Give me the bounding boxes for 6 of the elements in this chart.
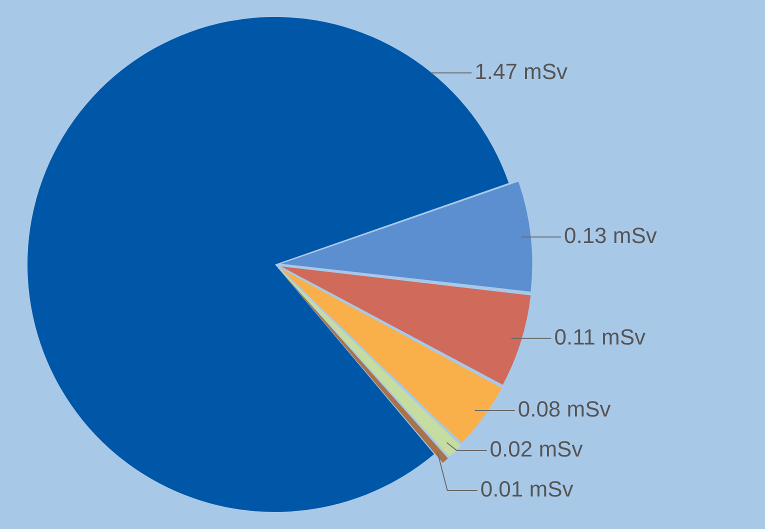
data-label: 0.11 mSv [554,324,646,350]
data-label: 1.47 mSv [474,58,568,84]
data-label: 0.02 mSv [490,436,583,462]
data-label: 0.01 mSv [480,476,574,502]
data-label: 0.13 mSv [564,223,657,248]
data-label: 0.08 mSv [518,396,611,422]
